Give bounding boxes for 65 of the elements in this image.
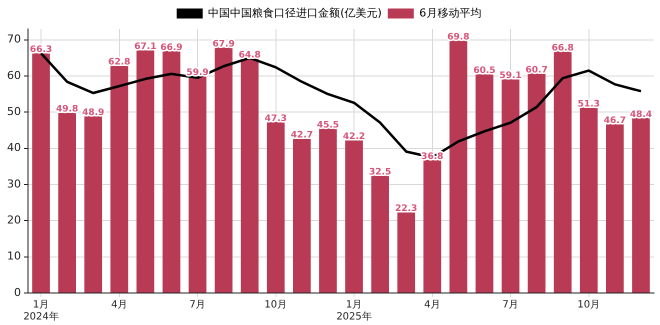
data-label: 42.7 [290, 130, 313, 140]
bar [240, 58, 259, 292]
bar [502, 79, 520, 292]
bar [397, 212, 416, 292]
bar [32, 53, 50, 292]
bar [58, 112, 76, 292]
x-tick-label: 7月 [189, 300, 206, 311]
bar [162, 51, 180, 292]
data-label: 22.3 [395, 204, 418, 214]
y-tick-label: 70 [6, 32, 21, 46]
data-label: 46.7 [604, 116, 626, 126]
x-tick-label: 10月 [577, 300, 600, 311]
data-label: 60.5 [473, 66, 496, 76]
bar [580, 107, 598, 292]
bar [84, 116, 102, 292]
legend-label: 中国中国粮食口径进口金额(亿美元) [208, 6, 382, 20]
bar [136, 50, 154, 292]
bar [110, 66, 128, 292]
data-label: 32.5 [369, 167, 392, 178]
data-label: 47.3 [264, 114, 287, 124]
data-label: 45.5 [316, 120, 340, 130]
data-label: 62.8 [108, 58, 130, 68]
data-label: 59.1 [499, 71, 522, 82]
legend-label: 6月移动平均 [419, 6, 482, 20]
y-tick-label: 50 [6, 105, 21, 118]
data-label: 49.8 [56, 104, 78, 115]
bar [319, 128, 337, 292]
x-tick-label: 4月 [111, 300, 128, 311]
y-tick-label: 20 [6, 214, 21, 227]
data-label: 66.3 [30, 45, 52, 56]
data-label: 69.8 [447, 32, 470, 42]
y-tick-label: 0 [14, 286, 21, 299]
bar [632, 118, 650, 292]
data-label: 64.8 [238, 50, 261, 60]
data-label: 67.1 [134, 42, 156, 52]
bar [266, 122, 285, 292]
y-tick-label: 10 [6, 250, 21, 263]
bar [450, 40, 468, 292]
data-label: 59.9 [186, 68, 209, 78]
bar [606, 124, 624, 292]
data-label: 42.2 [342, 132, 366, 142]
x-tick-label: 10月 [264, 300, 288, 311]
y-tick-label: 60 [6, 68, 21, 82]
x-tick-label: 4月 [424, 300, 440, 311]
x-tick-label: 1月 2025年 [336, 300, 372, 323]
data-label: 48.4 [630, 110, 652, 120]
bar [423, 160, 442, 292]
data-label: 66.9 [160, 42, 183, 53]
x-tick-label: 1月 2024年 [23, 300, 59, 323]
bar [214, 47, 232, 292]
x-tick-label: 7月 [502, 300, 519, 311]
bar [528, 73, 546, 292]
bar [345, 140, 363, 292]
bar [188, 76, 206, 292]
bar [476, 74, 494, 292]
data-label: 67.9 [212, 39, 235, 50]
bar [371, 175, 389, 292]
data-label: 60.7 [526, 65, 548, 76]
bar [554, 51, 572, 292]
data-label: 66.8 [552, 43, 574, 54]
data-label: 51.3 [578, 99, 600, 110]
bar [293, 138, 311, 292]
y-tick-label: 30 [6, 177, 21, 190]
data-label: 48.9 [82, 108, 104, 118]
y-tick-label: 40 [6, 141, 21, 154]
